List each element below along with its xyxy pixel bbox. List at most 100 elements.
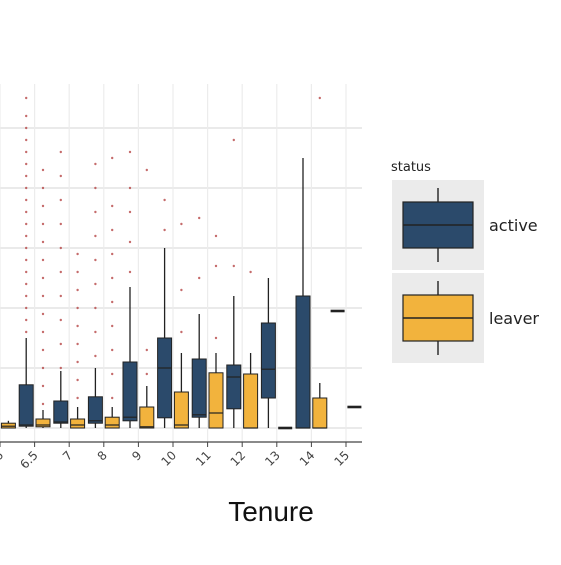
outlier-point bbox=[59, 270, 62, 274]
outlier-point bbox=[41, 294, 45, 298]
box-leaver-11 bbox=[208, 353, 224, 429]
outlier-point bbox=[41, 186, 45, 190]
outlier-point bbox=[232, 138, 235, 142]
box-body bbox=[243, 373, 259, 429]
outlier-point bbox=[94, 210, 97, 214]
box-body bbox=[312, 397, 328, 429]
x-axis-ticks: 6 6.5 7 8 9 10 11 12 13 14 15 bbox=[0, 442, 352, 472]
legend-label-leaver: leaver bbox=[489, 309, 539, 328]
outlier-point bbox=[76, 360, 79, 364]
outlier-point bbox=[59, 318, 62, 322]
outlier-point bbox=[111, 348, 114, 352]
outlier-point bbox=[76, 324, 79, 328]
outlier-point bbox=[41, 258, 45, 262]
outlier-point bbox=[163, 228, 166, 232]
outlier-point bbox=[111, 252, 114, 256]
box-body bbox=[173, 391, 189, 429]
outlier-point bbox=[94, 306, 97, 310]
x-tick-label: 9 bbox=[129, 448, 144, 463]
outlier-point bbox=[94, 258, 97, 262]
outlier-point bbox=[111, 300, 114, 304]
outlier-point bbox=[41, 204, 45, 208]
box-body bbox=[226, 364, 242, 410]
x-tick-label: 15 bbox=[331, 448, 352, 469]
legend-title: status bbox=[391, 160, 431, 175]
box-leaver-8 bbox=[104, 407, 120, 429]
outlier-points bbox=[25, 96, 321, 406]
box-body bbox=[35, 418, 51, 428]
outlier-point bbox=[25, 306, 28, 310]
outlier-point bbox=[25, 222, 28, 226]
x-tick-label: 6.5 bbox=[17, 448, 40, 471]
outlier-point bbox=[76, 252, 79, 256]
box-series bbox=[0, 158, 362, 430]
outlier-point bbox=[41, 222, 45, 226]
box-body bbox=[122, 361, 138, 422]
outlier-point bbox=[25, 330, 28, 334]
outlier-point bbox=[59, 150, 62, 154]
outlier-point bbox=[25, 162, 28, 166]
box-leaver-14 bbox=[312, 383, 328, 429]
x-tick-label: 12 bbox=[228, 448, 249, 469]
outlier-point bbox=[25, 96, 28, 100]
box-active-12 bbox=[226, 296, 242, 428]
box-active-13 bbox=[260, 278, 276, 428]
outlier-point bbox=[249, 270, 252, 274]
box-leaver-7 bbox=[70, 407, 86, 429]
outlier-point bbox=[25, 246, 28, 250]
x-tick-label: 13 bbox=[262, 448, 283, 469]
legend-label-active: active bbox=[489, 216, 538, 235]
box-body bbox=[87, 396, 103, 424]
outlier-point bbox=[25, 282, 28, 286]
outlier-point bbox=[111, 228, 114, 232]
box-body bbox=[191, 358, 207, 418]
outlier-point bbox=[25, 318, 28, 322]
outlier-point bbox=[198, 276, 201, 280]
outlier-point bbox=[25, 138, 28, 142]
outlier-point bbox=[318, 96, 321, 100]
outlier-point bbox=[25, 258, 28, 262]
outlier-point bbox=[41, 348, 45, 352]
x-axis-title: Tenure bbox=[228, 496, 314, 527]
outlier-point bbox=[25, 210, 28, 214]
outlier-point bbox=[145, 348, 148, 352]
outlier-point bbox=[145, 372, 148, 376]
outlier-point bbox=[214, 234, 218, 238]
x-tick-label: 6 bbox=[0, 448, 6, 463]
outlier-point bbox=[111, 324, 114, 328]
x-tick-label: 7 bbox=[60, 448, 75, 463]
x-tick-label: 14 bbox=[297, 448, 318, 469]
outlier-point bbox=[41, 330, 45, 334]
box-body bbox=[104, 416, 120, 429]
box-active-11 bbox=[191, 314, 207, 428]
box-active-6.5 bbox=[18, 338, 34, 428]
outlier-point bbox=[41, 240, 45, 244]
outlier-point bbox=[76, 342, 79, 346]
outlier-point bbox=[163, 198, 166, 202]
outlier-point bbox=[94, 282, 97, 286]
outlier-point bbox=[145, 168, 148, 172]
outlier-point bbox=[41, 366, 45, 370]
outlier-point bbox=[25, 234, 28, 238]
box-body bbox=[139, 406, 155, 429]
outlier-point bbox=[41, 168, 45, 172]
outlier-point bbox=[25, 270, 28, 274]
outlier-point bbox=[59, 342, 62, 346]
box-body bbox=[70, 418, 86, 429]
outlier-point bbox=[128, 186, 132, 190]
outlier-point bbox=[198, 216, 201, 220]
box-leaver-10 bbox=[173, 353, 189, 429]
outlier-point bbox=[76, 288, 79, 292]
outlier-point bbox=[41, 402, 45, 406]
box-active-7 bbox=[53, 371, 69, 428]
outlier-point bbox=[111, 396, 114, 400]
x-tick-label: 11 bbox=[193, 448, 214, 469]
x-tick-label: 10 bbox=[158, 448, 179, 469]
outlier-point bbox=[128, 270, 132, 274]
outlier-point bbox=[128, 240, 132, 244]
outlier-point bbox=[128, 210, 132, 214]
outlier-point bbox=[41, 384, 45, 388]
outlier-point bbox=[94, 186, 97, 190]
box-leaver-6 bbox=[0, 420, 16, 429]
